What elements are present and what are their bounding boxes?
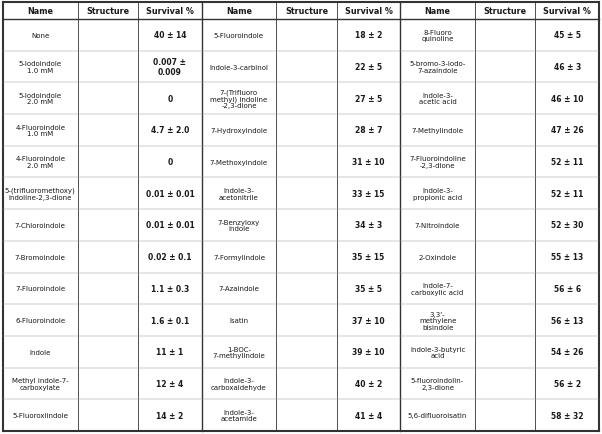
Text: 41 ± 4: 41 ± 4: [355, 411, 382, 420]
Text: 40 ± 14: 40 ± 14: [154, 31, 186, 40]
Text: 7-Benzyloxy
indole: 7-Benzyloxy indole: [218, 219, 260, 232]
Text: 8-Fluoro
quinoline: 8-Fluoro quinoline: [421, 30, 454, 42]
Text: Indole-3-
acetonitrile: Indole-3- acetonitrile: [219, 187, 259, 200]
Text: 55 ± 13: 55 ± 13: [551, 253, 583, 262]
Text: 0.02 ± 0.1: 0.02 ± 0.1: [148, 253, 191, 262]
Text: 4-Fluoroindole
1.0 mM: 4-Fluoroindole 1.0 mM: [15, 125, 65, 137]
Text: Survival %: Survival %: [543, 7, 591, 16]
Text: 7-Nitroindole: 7-Nitroindole: [415, 223, 461, 228]
Text: 0.007 ±
0.009: 0.007 ± 0.009: [154, 58, 186, 77]
Text: 0.01 ± 0.01: 0.01 ± 0.01: [146, 189, 194, 198]
Text: 27 ± 5: 27 ± 5: [355, 95, 382, 103]
Text: Indole-3-
carboxaldehyde: Indole-3- carboxaldehyde: [211, 377, 267, 390]
Text: 5-bromo-3-iodo-
7-azaindole: 5-bromo-3-iodo- 7-azaindole: [409, 61, 466, 74]
Text: 35 ± 5: 35 ± 5: [355, 284, 382, 293]
Text: 56 ± 6: 56 ± 6: [554, 284, 581, 293]
Text: 11 ± 1: 11 ± 1: [157, 348, 184, 356]
Text: 52 ± 11: 52 ± 11: [551, 189, 583, 198]
Text: Name: Name: [226, 7, 252, 16]
Text: 7-Methoxyindole: 7-Methoxyindole: [210, 159, 268, 165]
Text: 5-Fluoroindole: 5-Fluoroindole: [214, 33, 264, 39]
Text: 7-Bromoindole: 7-Bromoindole: [15, 254, 66, 260]
Text: 47 ± 26: 47 ± 26: [551, 126, 583, 135]
Text: Survival %: Survival %: [146, 7, 194, 16]
Text: 1.1 ± 0.3: 1.1 ± 0.3: [150, 284, 189, 293]
Text: 7-Chloroindole: 7-Chloroindole: [15, 223, 66, 228]
Text: Survival %: Survival %: [344, 7, 393, 16]
Text: 7-Azaindole: 7-Azaindole: [219, 286, 259, 292]
Text: Indole-3-
acetic acid: Indole-3- acetic acid: [419, 93, 456, 105]
Text: Structure: Structure: [483, 7, 527, 16]
Text: 58 ± 32: 58 ± 32: [551, 411, 583, 420]
Text: 7-Fluoroindoline
-2,3-dione: 7-Fluoroindoline -2,3-dione: [409, 156, 466, 168]
Text: 45 ± 5: 45 ± 5: [554, 31, 581, 40]
Text: 40 ± 2: 40 ± 2: [355, 379, 382, 388]
Text: 31 ± 10: 31 ± 10: [352, 158, 385, 167]
Text: 0: 0: [167, 158, 173, 167]
Text: 52 ± 11: 52 ± 11: [551, 158, 583, 167]
Text: 39 ± 10: 39 ± 10: [352, 348, 385, 356]
Text: Indole-3-carbinol: Indole-3-carbinol: [209, 64, 268, 70]
Text: 52 ± 30: 52 ± 30: [551, 221, 583, 230]
Text: Indole-3-
acetamide: Indole-3- acetamide: [220, 409, 257, 421]
Text: Indole-3-
propionic acid: Indole-3- propionic acid: [413, 187, 462, 200]
Text: 22 ± 5: 22 ± 5: [355, 63, 382, 72]
Text: Name: Name: [27, 7, 53, 16]
Text: 0.01 ± 0.01: 0.01 ± 0.01: [146, 221, 194, 230]
Text: Structure: Structure: [86, 7, 129, 16]
Text: 0: 0: [167, 95, 173, 103]
Text: Indole-3-butyric
acid: Indole-3-butyric acid: [410, 346, 465, 358]
Text: 3,3'-
methylene
bisindole: 3,3'- methylene bisindole: [419, 311, 456, 330]
Text: 4-Fluoroindole
2.0 mM: 4-Fluoroindole 2.0 mM: [15, 156, 65, 168]
Text: 37 ± 10: 37 ± 10: [352, 316, 385, 325]
Text: 5-Iodoindole
2.0 mM: 5-Iodoindole 2.0 mM: [19, 93, 62, 105]
Text: 5-Iodoindole
1.0 mM: 5-Iodoindole 1.0 mM: [19, 61, 62, 74]
Text: 5-(trifluoromethoxy)
indoline-2,3-dione: 5-(trifluoromethoxy) indoline-2,3-dione: [5, 187, 76, 201]
Text: 2-Oxindole: 2-Oxindole: [418, 254, 456, 260]
Text: 4.7 ± 2.0: 4.7 ± 2.0: [150, 126, 189, 135]
Text: 7-(Trifluoro
methyl) indoline
-2,3-dione: 7-(Trifluoro methyl) indoline -2,3-dione: [210, 89, 267, 109]
Text: 7-Methylindole: 7-Methylindole: [412, 128, 464, 134]
Text: Structure: Structure: [285, 7, 328, 16]
Text: 5,6-difluoroisatin: 5,6-difluoroisatin: [408, 412, 467, 418]
Text: Methyl indole-7-
carboxylate: Methyl indole-7- carboxylate: [12, 377, 69, 390]
Text: 34 ± 3: 34 ± 3: [355, 221, 382, 230]
Text: 7-Formylindole: 7-Formylindole: [213, 254, 265, 260]
Text: 7-Fluoroindole: 7-Fluoroindole: [15, 286, 65, 292]
Text: Isatin: Isatin: [229, 317, 249, 323]
Text: 1.6 ± 0.1: 1.6 ± 0.1: [150, 316, 189, 325]
Text: 1-BOC-
7-methylindole: 1-BOC- 7-methylindole: [213, 346, 265, 358]
Text: 54 ± 26: 54 ± 26: [551, 348, 583, 356]
Text: Indole-7-
carboxylic acid: Indole-7- carboxylic acid: [411, 283, 464, 295]
Text: 46 ± 10: 46 ± 10: [551, 95, 583, 103]
Text: 5-Fluoroxiindole: 5-Fluoroxiindole: [12, 412, 68, 418]
Text: Indole: Indole: [29, 349, 51, 355]
Text: 56 ± 13: 56 ± 13: [551, 316, 583, 325]
Text: 56 ± 2: 56 ± 2: [554, 379, 581, 388]
Text: 46 ± 3: 46 ± 3: [554, 63, 581, 72]
Text: 7-Hydroxyindole: 7-Hydroxyindole: [210, 128, 267, 134]
Text: 18 ± 2: 18 ± 2: [355, 31, 382, 40]
Text: Name: Name: [424, 7, 450, 16]
Text: 12 ± 4: 12 ± 4: [157, 379, 184, 388]
Text: 5-fluoroindolin-
2,3-dione: 5-fluoroindolin- 2,3-dione: [411, 377, 464, 390]
Text: 28 ± 7: 28 ± 7: [355, 126, 382, 135]
Text: 35 ± 15: 35 ± 15: [352, 253, 385, 262]
Text: 33 ± 15: 33 ± 15: [352, 189, 385, 198]
Text: 14 ± 2: 14 ± 2: [157, 411, 184, 420]
Text: 6-Fluoroindole: 6-Fluoroindole: [15, 317, 65, 323]
Text: None: None: [31, 33, 49, 39]
